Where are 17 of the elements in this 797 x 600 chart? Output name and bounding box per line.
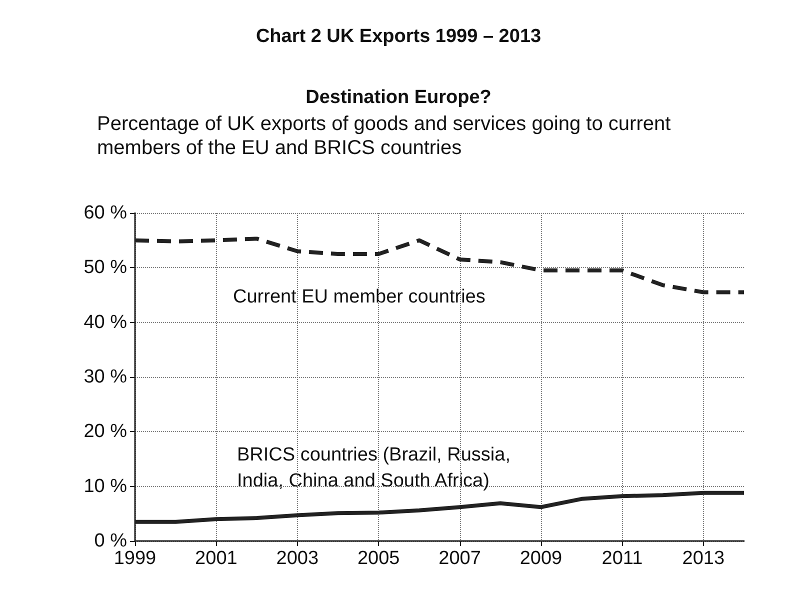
y-tick-label: 10 %: [84, 476, 128, 497]
x-tick-label: 2003: [276, 548, 319, 569]
y-tick-label: 40 %: [84, 312, 128, 333]
y-tick-label: 20 %: [84, 421, 128, 442]
text: Percentage of UK exports of goods and services going to current members of the EU and BRICS countries: [97, 113, 676, 159]
x-tick-label: 2001: [195, 548, 238, 569]
x-tick-label: 2011: [602, 548, 643, 569]
y-tick-label: 30 %: [84, 366, 128, 388]
chart-title: Chart 2 UK Exports 1999 – 2013: [256, 26, 542, 47]
y-tick-label: 50 %: [84, 257, 128, 278]
y-tick-label: 60 %: [84, 202, 128, 224]
series-label: Current EU member countries: [233, 286, 486, 308]
chart-subtitle: Destination Europe?: [306, 87, 492, 108]
x-tick-label: 2009: [520, 548, 562, 569]
x-tick-label: 2005: [357, 548, 400, 569]
x-tick-label: 2007: [438, 548, 481, 569]
x-tick-label: 2013: [682, 548, 725, 569]
